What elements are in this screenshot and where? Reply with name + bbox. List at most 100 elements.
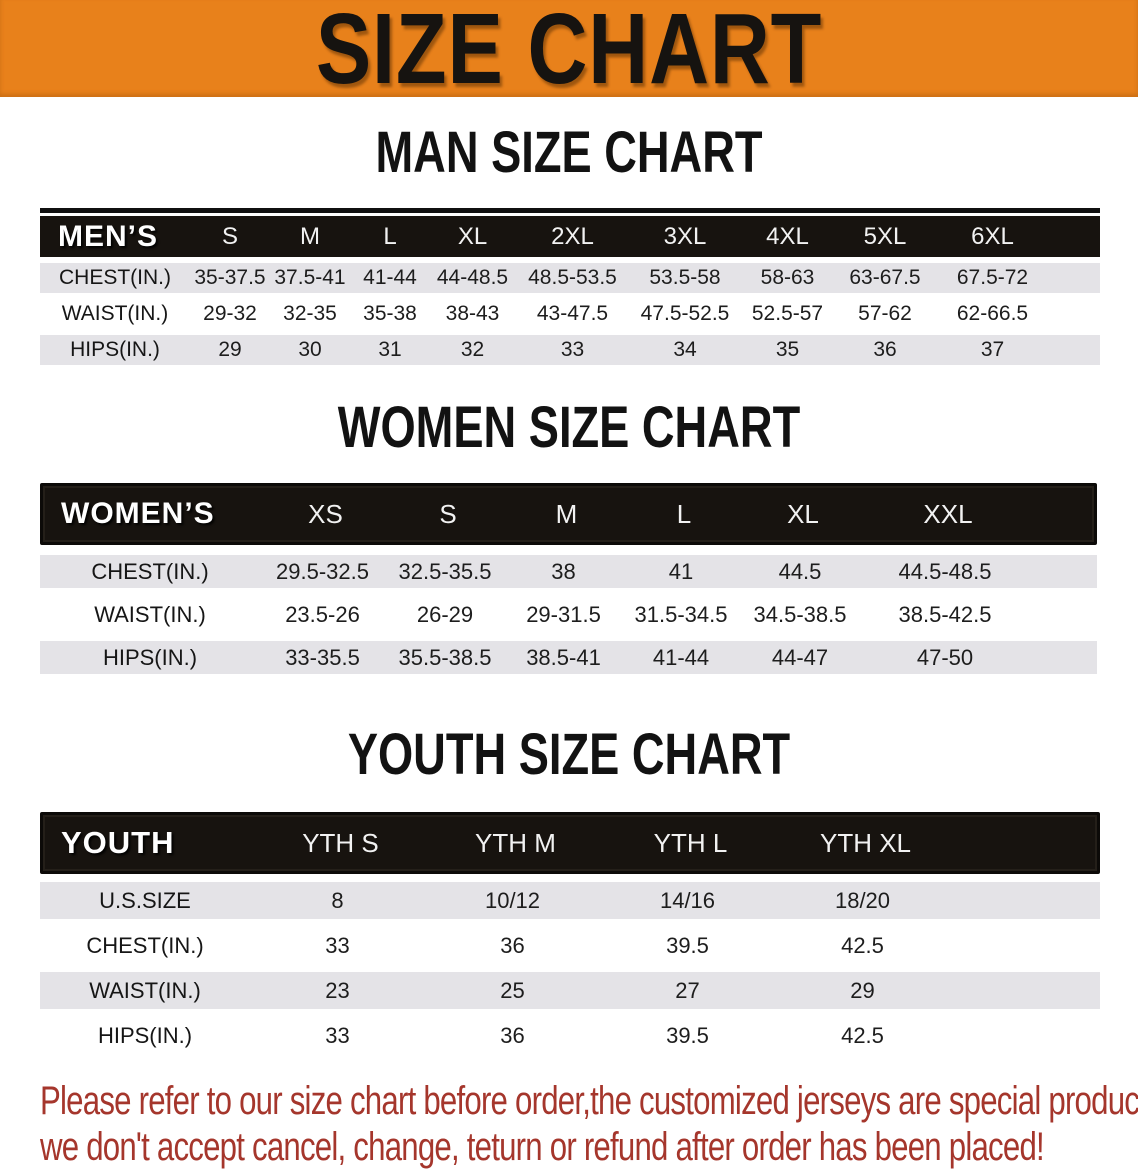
value-cell: 62-66.5 xyxy=(956,302,1029,325)
value-cell: 25 xyxy=(500,977,525,1003)
value-cell: 29 xyxy=(850,977,875,1003)
size-column-header: YTH XL xyxy=(819,827,912,858)
value-cell: 27 xyxy=(675,977,700,1003)
value-cell: 36 xyxy=(500,1022,525,1048)
size-column-header: L xyxy=(676,498,692,529)
size-table-header-row: WOMEN’S XS S M L XL XXL xyxy=(40,483,1097,545)
size-column-header: XXL xyxy=(923,498,973,529)
size-column-header: YTH S xyxy=(302,827,379,858)
measurement-row: CHEST(IN.) 29.5-32.5 32.5-35.5 38 41 44.5 44.5… xyxy=(40,555,1097,588)
value-cell: 37 xyxy=(980,338,1005,361)
value-cell: 33 xyxy=(560,338,585,361)
size-table-header-row: MEN’S S M L XL 2XL 3XL 4XL 5XL 6XL xyxy=(40,216,1100,257)
measurement-row: HIPS(IN.) 29 30 31 32 33 34 35 36 37 xyxy=(40,335,1100,365)
value-cell: 41 xyxy=(668,558,694,584)
measurement-row: CHEST(IN.) 33 36 39.5 42.5 xyxy=(40,927,1100,964)
row-label: WAIST(IN.) xyxy=(89,977,201,1003)
value-cell: 38.5-41 xyxy=(526,644,601,670)
measurement-row: HIPS(IN.) 33-35.5 35.5-38.5 38.5-41 41-44 44-… xyxy=(40,641,1097,674)
measurement-row: HIPS(IN.) 33 36 39.5 42.5 xyxy=(40,1017,1100,1054)
measurement-row: WAIST(IN.) 23 25 27 29 xyxy=(40,972,1100,1009)
value-cell: 44-48.5 xyxy=(436,266,509,289)
value-cell: 35-38 xyxy=(363,302,417,325)
value-cell: 31.5-34.5 xyxy=(634,601,728,627)
value-cell: 39.5 xyxy=(666,1022,709,1048)
measurement-row: WAIST(IN.) 23.5-26 26-29 29-31.5 31.5-34.5 34… xyxy=(40,598,1097,631)
value-cell: 35.5-38.5 xyxy=(398,644,492,670)
value-cell: 57-62 xyxy=(858,302,912,325)
value-cell: 29.5-32.5 xyxy=(276,558,369,584)
value-cell: 30 xyxy=(298,338,322,361)
value-cell: 37.5-41 xyxy=(274,266,346,289)
value-cell: 36 xyxy=(873,338,897,361)
size-column-header: YTH L xyxy=(653,827,728,858)
value-cell: 47.5-52.5 xyxy=(640,302,730,325)
value-cell: 32 xyxy=(460,338,485,361)
row-label: HIPS(IN.) xyxy=(102,644,198,670)
size-table-header-row: YOUTH YTH S YTH M YTH L YTH XL xyxy=(40,812,1100,874)
table-group-label: YOUTH xyxy=(61,825,175,860)
value-cell: 52.5-57 xyxy=(751,302,824,325)
value-cell: 41-44 xyxy=(363,266,417,289)
value-cell: 44.5-48.5 xyxy=(898,558,992,584)
value-cell: 35-37.5 xyxy=(194,266,266,289)
women-section-heading: WOMEN SIZE CHART xyxy=(337,395,801,460)
youth-section-heading: YOUTH SIZE CHART xyxy=(347,722,791,787)
value-cell: 32-35 xyxy=(283,302,337,325)
value-cell: 33-35.5 xyxy=(285,644,360,670)
value-cell: 33 xyxy=(325,932,350,958)
row-label: HIPS(IN.) xyxy=(97,1022,193,1048)
size-column-header: 5XL xyxy=(863,222,907,250)
row-label: CHEST(IN.) xyxy=(59,266,171,289)
value-cell: 23.5-26 xyxy=(285,601,360,627)
value-cell: 18/20 xyxy=(834,887,891,913)
value-cell: 44-47 xyxy=(771,644,829,670)
size-column-header: XL xyxy=(787,498,819,529)
value-cell: 39.5 xyxy=(666,932,709,958)
row-label: CHEST(IN.) xyxy=(91,558,209,584)
measurement-row: WAIST(IN.) 29-32 32-35 35-38 38-43 43-47.5 47.… xyxy=(40,299,1100,329)
men-section-heading: MAN SIZE CHART xyxy=(375,120,763,185)
table-group-label: WOMEN’S xyxy=(61,497,215,530)
value-cell: 42.5 xyxy=(841,932,884,958)
row-label: WAIST(IN.) xyxy=(61,302,169,325)
size-column-header: S xyxy=(221,222,238,250)
size-column-header: 4XL xyxy=(766,222,809,250)
size-column-header: 2XL xyxy=(551,222,594,250)
value-cell: 53.5-58 xyxy=(649,266,721,289)
size-column-header: L xyxy=(383,222,397,250)
size-column-header: XL xyxy=(457,222,488,250)
value-cell: 67.5-72 xyxy=(956,266,1029,289)
row-label: CHEST(IN.) xyxy=(86,932,204,958)
value-cell: 42.5 xyxy=(841,1022,884,1048)
value-cell: 36 xyxy=(500,932,525,958)
value-cell: 47-50 xyxy=(916,644,974,670)
value-cell: 58-63 xyxy=(760,266,815,289)
size-column-header: 6XL xyxy=(971,222,1014,250)
value-cell: 48.5-53.5 xyxy=(528,266,617,289)
value-cell: 8 xyxy=(331,887,344,913)
value-cell: 34 xyxy=(673,338,697,361)
row-label: WAIST(IN.) xyxy=(94,601,206,627)
value-cell: 41-44 xyxy=(652,644,710,670)
banner-title: SIZE CHART xyxy=(315,0,823,105)
value-cell: 34.5-38.5 xyxy=(753,601,847,627)
value-cell: 31 xyxy=(378,338,402,361)
value-cell: 38-43 xyxy=(445,302,500,325)
size-column-header: XS xyxy=(308,498,343,529)
value-cell: 10/12 xyxy=(484,887,541,913)
size-column-header: M xyxy=(300,222,320,250)
size-chart-banner: SIZE CHART xyxy=(0,0,1138,105)
value-cell: 29-31.5 xyxy=(526,601,601,627)
order-disclaimer: Please refer to our size chart before or… xyxy=(40,1078,1138,1170)
size-column-header: S xyxy=(439,498,457,529)
disclaimer-line-2: we don't accept cancel, change, teturn o… xyxy=(40,1125,1045,1169)
value-cell: 29-32 xyxy=(203,302,257,325)
value-cell: 26-29 xyxy=(416,601,474,627)
row-label: U.S.SIZE xyxy=(99,887,191,913)
value-cell: 33 xyxy=(325,1022,350,1048)
value-cell: 35 xyxy=(775,338,800,361)
table-top-rule xyxy=(40,208,1100,213)
value-cell: 63-67.5 xyxy=(849,266,921,289)
measurement-row: U.S.SIZE 8 10/12 14/16 18/20 xyxy=(40,882,1100,919)
